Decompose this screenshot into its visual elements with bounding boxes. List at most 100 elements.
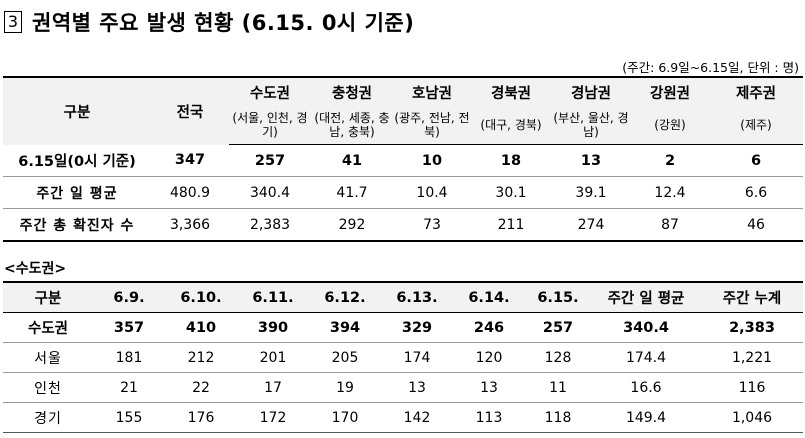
region-header: 수도권: [249, 85, 291, 102]
cell: 13: [551, 144, 631, 177]
table-row: 6.15일(0시 기준) 347 257 41 10 18 13 2 6: [3, 144, 803, 177]
cell: 201: [237, 342, 309, 373]
table1-corner-header: 구분: [63, 104, 91, 121]
cell: 2: [631, 144, 709, 177]
cell: 340.4: [591, 312, 701, 343]
cell: 13: [381, 372, 453, 403]
row-label: 서울: [3, 342, 93, 373]
cell: 116: [701, 372, 803, 403]
cell: 205: [309, 342, 381, 373]
cell: 174.4: [591, 342, 701, 373]
table-row: 서울 181 212 201 205 174 120 128 174.4 1,2…: [3, 342, 803, 373]
cell: 174: [381, 342, 453, 373]
cell: 211: [497, 216, 525, 233]
cell: 6.6: [709, 176, 803, 209]
table-row: 주간 총 확진자 수 3,366 2,383 292 73 211 274 87…: [3, 209, 803, 242]
cell: 39.1: [551, 176, 631, 209]
row-label: 6.15일(0시 기준): [3, 144, 151, 177]
cell: 46: [747, 216, 765, 233]
table-row: 수도권 357 410 390 394 329 246 257 340.4 2,…: [3, 312, 803, 343]
column-header: 구분: [3, 282, 93, 313]
column-header: 6.12.: [309, 282, 381, 313]
cell: 13: [453, 372, 525, 403]
regional-summary-table: 구분 전국 수도권 충청권 호남권 경북권 경남권 강원권 제주권 (서울, 인…: [3, 76, 803, 242]
column-header: 주간 일 평균: [591, 282, 701, 313]
cell: 142: [403, 409, 431, 426]
cell: 2,383: [701, 312, 803, 343]
cell: 87: [661, 216, 679, 233]
region-header: 강원권: [649, 85, 691, 102]
column-header: 6.11.: [237, 282, 309, 313]
cell: 118: [544, 409, 572, 426]
column-header: 6.10.: [165, 282, 237, 313]
cell: 347: [151, 144, 229, 177]
cell: 149.4: [625, 409, 667, 426]
page-title: 3 권역별 주요 발생 현황 (6.15. 0시 기준): [4, 6, 414, 38]
cell: 17: [237, 372, 309, 403]
cell: 181: [93, 342, 165, 373]
region-subheader: (광주, 전남, 전북): [393, 106, 471, 145]
unit-note: (주간: 6.9일~6.15일, 단위 : 명): [622, 60, 799, 75]
cell: 212: [165, 342, 237, 373]
title-text: 권역별 주요 발생 현황 (6.15. 0시 기준): [32, 11, 415, 35]
region-header: 호남권: [411, 85, 453, 102]
column-header: 6.9.: [93, 282, 165, 313]
row-label: 경기: [34, 410, 62, 427]
cell: 30.1: [471, 176, 551, 209]
cell: 128: [525, 342, 591, 373]
table-header-row: 구분 6.9. 6.10. 6.11. 6.12. 6.13. 6.14. 6.…: [3, 282, 803, 313]
region-subheader: (강원): [631, 106, 709, 145]
region-subheader: (서울, 인천, 경기): [229, 106, 311, 145]
cell: 10.4: [393, 176, 471, 209]
cell: 113: [475, 409, 503, 426]
cell: 410: [165, 312, 237, 343]
row-label: 수도권: [3, 312, 93, 343]
cell: 170: [331, 409, 359, 426]
cell: 120: [453, 342, 525, 373]
cell: 22: [165, 372, 237, 403]
region-subheader: (제주): [709, 106, 803, 145]
cell: 357: [93, 312, 165, 343]
table-row: 주간 일 평균 480.9 340.4 41.7 10.4 30.1 39.1 …: [3, 176, 803, 209]
cell: 12.4: [631, 176, 709, 209]
column-header: 6.15.: [525, 282, 591, 313]
cell: 155: [115, 409, 143, 426]
row-label: 주간 일 평균: [3, 176, 151, 209]
capital-area-subtitle: <수도권>: [4, 261, 67, 277]
cell: 172: [259, 409, 287, 426]
region-header: 경북권: [490, 85, 532, 102]
cell: 73: [423, 216, 441, 233]
cell: 176: [187, 409, 215, 426]
capital-area-table: 구분 6.9. 6.10. 6.11. 6.12. 6.13. 6.14. 6.…: [3, 281, 803, 433]
region-header: 제주권: [735, 85, 777, 102]
region-subheader: (부산, 울산, 경남): [551, 106, 631, 145]
table1-national-header: 전국: [176, 104, 204, 121]
cell: 257: [229, 144, 311, 177]
cell: 246: [453, 312, 525, 343]
cell: 41: [311, 144, 393, 177]
region-header: 경남권: [570, 85, 612, 102]
table-row: 인천 21 22 17 19 13 13 11 16.6 116: [3, 372, 803, 403]
cell: 274: [577, 216, 605, 233]
cell: 292: [338, 216, 366, 233]
cell: 18: [471, 144, 551, 177]
table-row: 경기 155 176 172 170 142 113 118 149.4 1,0…: [3, 403, 803, 433]
column-header: 6.14.: [453, 282, 525, 313]
cell: 16.6: [591, 372, 701, 403]
cell: 329: [381, 312, 453, 343]
row-label: 주간 총 확진자 수: [19, 217, 135, 234]
cell: 10: [393, 144, 471, 177]
region-subheader: (대전, 세종, 충남, 충북): [311, 106, 393, 145]
cell: 2,383: [249, 216, 291, 233]
cell: 21: [93, 372, 165, 403]
cell: 390: [237, 312, 309, 343]
column-header: 주간 누계: [701, 282, 803, 313]
cell: 6: [709, 144, 803, 177]
cell: 1,221: [701, 342, 803, 373]
cell: 41.7: [311, 176, 393, 209]
cell: 340.4: [229, 176, 311, 209]
cell: 3,366: [169, 216, 211, 233]
cell: 480.9: [151, 176, 229, 209]
region-header: 충청권: [331, 85, 373, 102]
cell: 257: [525, 312, 591, 343]
